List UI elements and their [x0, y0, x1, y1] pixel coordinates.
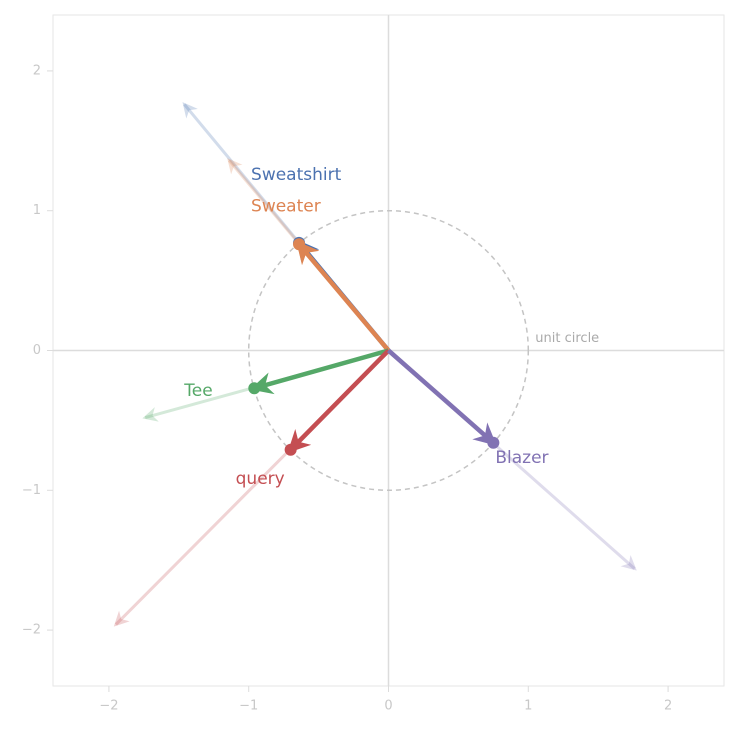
x-tick-label: −1: [239, 699, 258, 714]
circle-label: unit circle: [535, 331, 599, 346]
y-tick-label: 0: [33, 343, 41, 358]
vector-label: Tee: [183, 381, 212, 401]
y-tick-label: −2: [22, 623, 41, 638]
normalized-vector: [387, 348, 497, 446]
x-tick-label: 0: [384, 699, 392, 714]
normalized-vector: [249, 348, 390, 395]
vector-label: query: [236, 469, 285, 489]
unit-point: [487, 436, 500, 449]
vector-label: Sweatshirt: [251, 165, 342, 185]
vector-label: Sweater: [251, 196, 321, 216]
unit-point: [284, 443, 297, 456]
x-tick-label: 2: [664, 699, 672, 714]
unit-point: [248, 382, 261, 395]
x-tick-label: −2: [99, 699, 118, 714]
normalized-vector: [296, 240, 391, 352]
y-tick-label: −1: [22, 483, 41, 498]
y-tick-label: 1: [33, 203, 41, 218]
vector-label: Blazer: [495, 448, 548, 468]
unit-circle: [247, 209, 530, 492]
unit-point: [293, 238, 306, 251]
x-tick-label: 1: [524, 699, 532, 714]
normalized-vector: [287, 348, 391, 453]
y-tick-label: 2: [33, 63, 41, 78]
